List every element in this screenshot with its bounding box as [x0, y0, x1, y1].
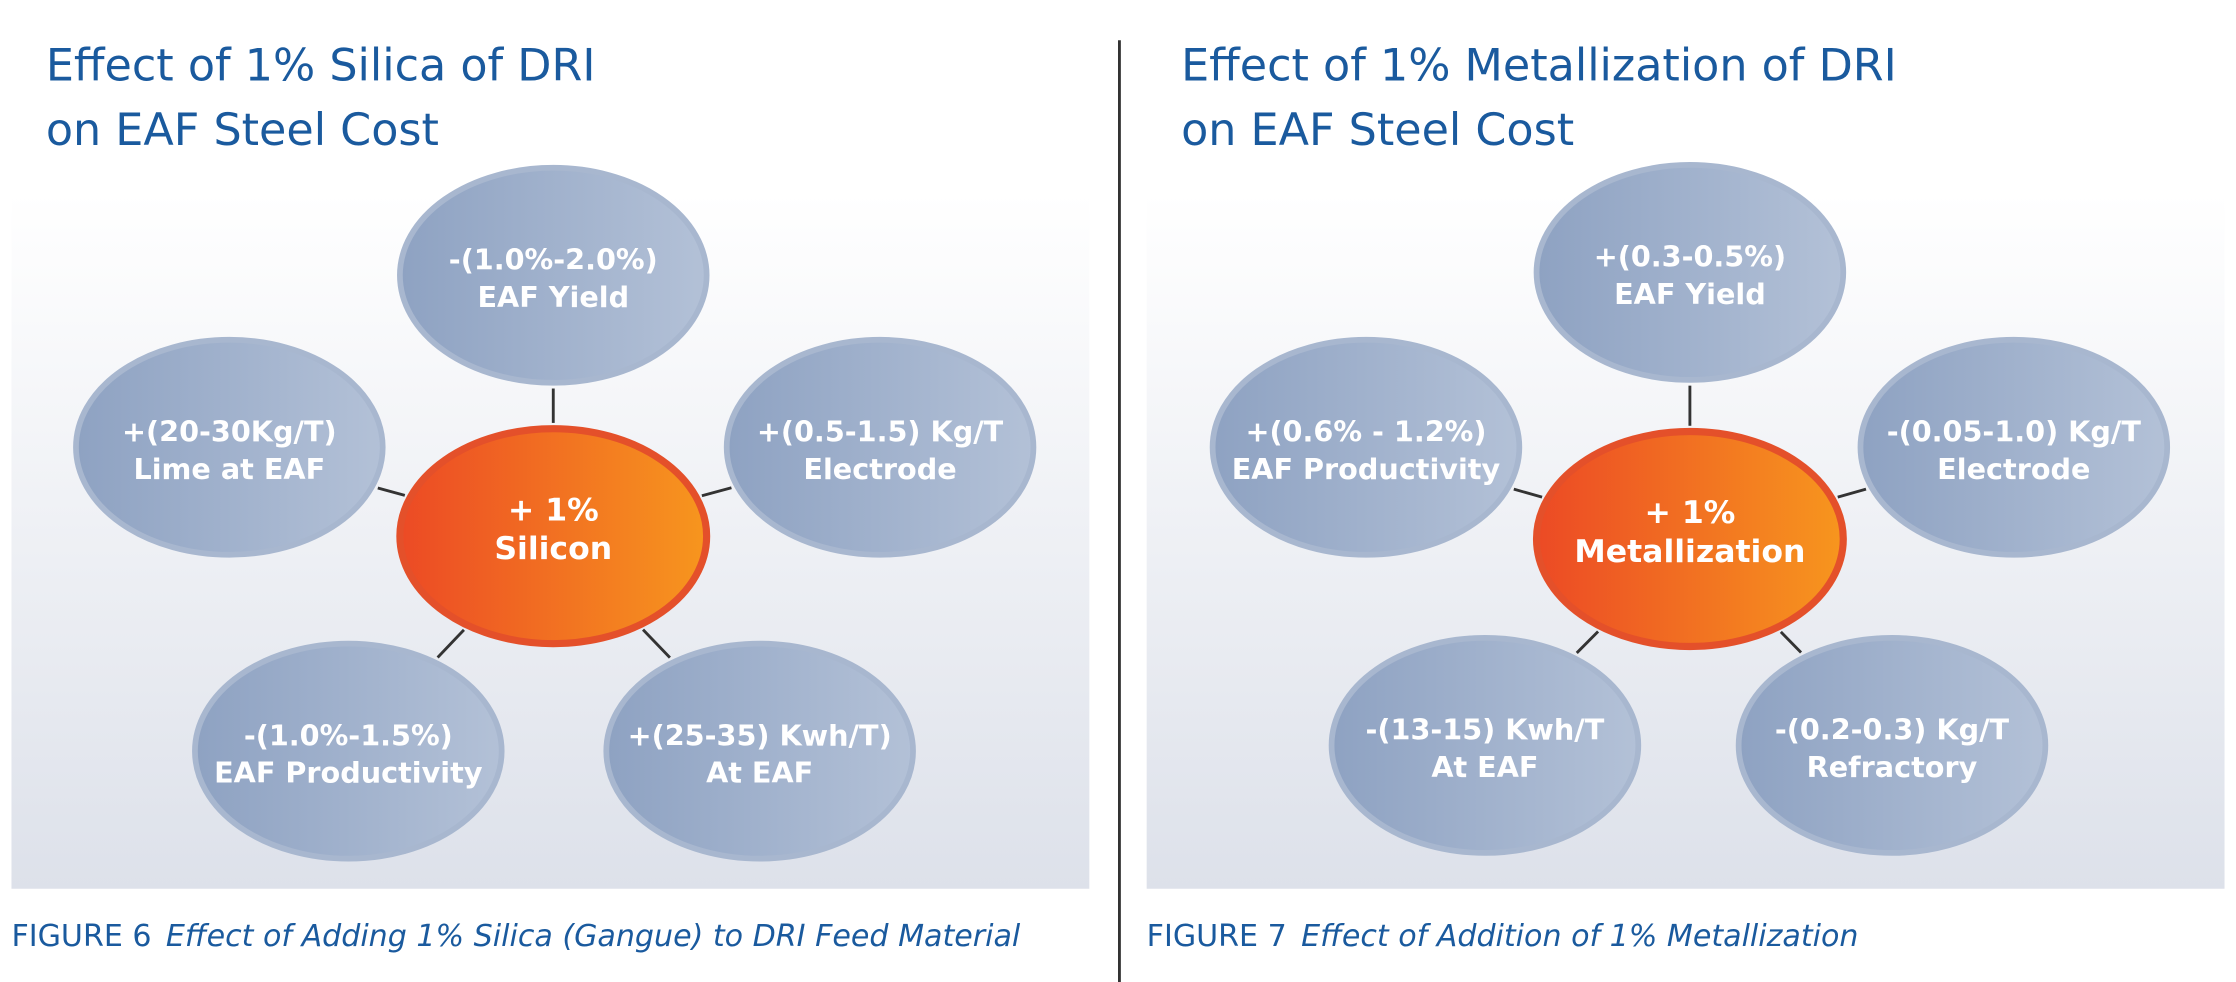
node: [1533, 162, 1847, 383]
center-label: + 1%: [508, 492, 599, 528]
node: [1328, 635, 1642, 856]
connector: [1837, 487, 1867, 499]
caption: FIGURE 7 Effect of Addition of 1% Metalli…: [1147, 919, 1859, 954]
node-label: -(1.0%-2.0%): [449, 243, 658, 277]
connector: [1779, 630, 1803, 654]
caption-text: Effect of Adding 1% Silica (Gangue) to D…: [166, 919, 1021, 954]
node-label: -(0.2-0.3) Kg/T: [1775, 713, 2010, 747]
figure: Effect of 1% Silica of DRI on EAF Steel C…: [11, 40, 1090, 954]
center-label: + 1%: [1644, 495, 1735, 531]
node-label: +(0.5-1.5) Kg/T: [757, 415, 1004, 449]
node-label: +(0.6% - 1.2%): [1245, 415, 1486, 449]
node-label: EAF Yield: [1614, 277, 1766, 311]
center-label: Silicon: [494, 531, 612, 567]
node-label: Electrode: [803, 452, 956, 486]
node: [1857, 336, 2171, 558]
node-label: Refractory: [1807, 750, 1978, 784]
node-label: EAF Yield: [477, 280, 629, 314]
figure-title: Effect of 1% Metallization of DRI: [1181, 40, 1897, 91]
figure-title: Effect of 1% Silica of DRI: [46, 40, 596, 91]
node-label: Electrode: [1937, 452, 2090, 486]
node: [603, 640, 916, 862]
node: [73, 336, 386, 558]
center-label: Metallization: [1574, 534, 1805, 570]
node-label: -(1.0%-1.5%): [244, 718, 453, 752]
node: [192, 640, 505, 862]
node-label: Lime at EAF: [133, 452, 325, 486]
node-label: EAF Productivity: [214, 756, 483, 790]
node-label: At EAF: [706, 756, 813, 790]
caption-label: FIGURE 7: [1147, 919, 1287, 954]
connector: [1513, 487, 1543, 499]
node: [397, 164, 710, 386]
figure-title: on EAF Steel Cost: [1181, 105, 1574, 156]
node-label: -(0.05-1.0) Kg/T: [1887, 415, 2142, 449]
node: [723, 336, 1037, 558]
node-label: +(0.3-0.5%): [1594, 240, 1786, 274]
node-label: -(13-15) Kwh/T: [1366, 713, 1605, 747]
center-node: [1532, 427, 1847, 651]
caption-text: Effect of Addition of 1% Metallization: [1301, 919, 1858, 954]
node: [1735, 635, 2049, 856]
node-label: EAF Productivity: [1232, 452, 1501, 486]
caption-label: FIGURE 6: [11, 919, 151, 954]
connector: [1575, 630, 1600, 654]
connector: [436, 628, 465, 659]
node-label: +(20-30Kg/T): [122, 415, 337, 449]
node-label: At EAF: [1431, 750, 1538, 784]
center-node: [396, 425, 711, 648]
node: [1209, 336, 1523, 558]
connector: [377, 486, 406, 497]
figure: Effect of 1% Metallization of DRI on EAF …: [1146, 40, 2225, 954]
node-label: +(25-35) Kwh/T): [628, 718, 892, 752]
figure-title: on EAF Steel Cost: [46, 105, 439, 156]
caption: FIGURE 6 Effect of Adding 1% Silica (Gang…: [11, 919, 1020, 954]
connector: [701, 486, 732, 498]
connector: [641, 628, 671, 659]
